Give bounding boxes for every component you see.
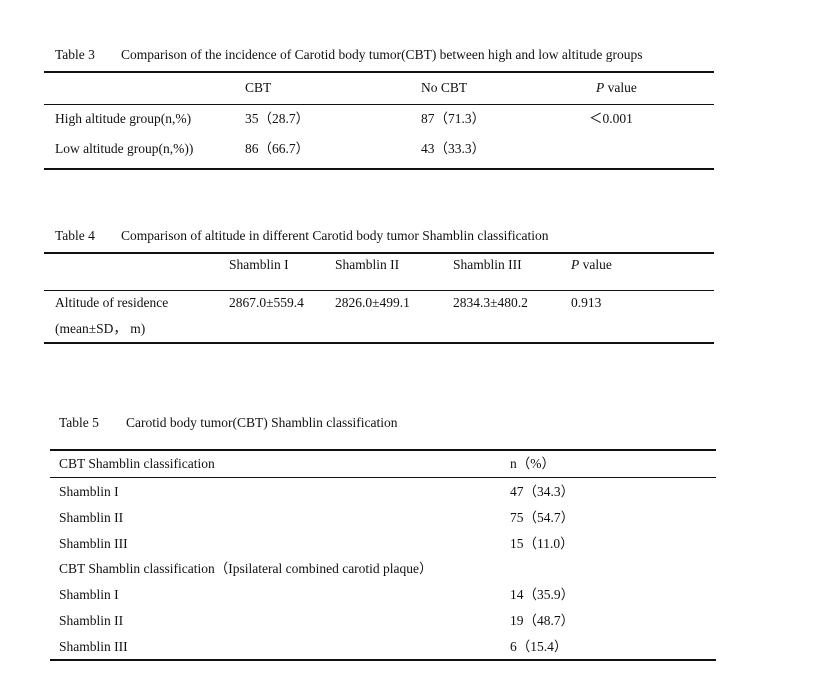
rule [44, 290, 714, 291]
header-cell: CBT [245, 80, 272, 95]
cell: 14（35.9） [510, 587, 575, 602]
table-label: Table 3 [55, 47, 95, 62]
cell: 86（66.7） [245, 141, 310, 156]
table-title: Carotid body tumor(CBT) Shamblin classif… [126, 415, 398, 430]
header-cell: Shamblin II [335, 257, 400, 272]
table-label: Table 4 [55, 228, 95, 243]
header-cell: P value [571, 257, 612, 272]
table-title: Comparison of the incidence of Carotid b… [121, 47, 643, 62]
row-label: Shamblin II [59, 510, 124, 525]
table-label: Table 5 [59, 415, 99, 430]
cell: 2826.0±499.1 [335, 295, 410, 310]
cell: 47（34.3） [510, 484, 575, 499]
cell: 6（15.4） [510, 639, 568, 654]
cell: 87（71.3） [421, 111, 486, 126]
cell: 15（11.0） [510, 536, 574, 551]
rule [50, 477, 716, 478]
header-cell: P value [596, 80, 637, 95]
rule [50, 449, 716, 451]
row-label: Altitude of residence [55, 295, 169, 310]
rule [44, 252, 714, 254]
table-title: Comparison of altitude in different Caro… [121, 228, 549, 243]
header-cell: CBT Shamblin classification [59, 456, 215, 471]
rule [50, 659, 716, 661]
row-label: Shamblin III [59, 639, 128, 654]
row-label: High altitude group(n,%) [55, 111, 192, 126]
cell: ＜0.001 [589, 111, 633, 126]
header-cell: No CBT [421, 80, 468, 95]
cell: 2834.3±480.2 [453, 295, 528, 310]
row-label: Shamblin II [59, 613, 124, 628]
header-cell: n（%） [510, 456, 555, 471]
cell: 75（54.7） [510, 510, 575, 525]
rule [44, 71, 714, 73]
row-label: (mean±SD， m) [55, 321, 146, 336]
row-label: Shamblin I [59, 587, 119, 602]
row-label: Shamblin III [59, 536, 128, 551]
row-label: CBT Shamblin classification（Ipsilateral … [59, 561, 433, 576]
header-cell: Shamblin III [453, 257, 522, 272]
rule [44, 342, 714, 344]
row-label: Low altitude group(n,%)) [55, 141, 194, 156]
cell: 35（28.7） [245, 111, 310, 126]
header-cell: Shamblin I [229, 257, 289, 272]
row-label: Shamblin I [59, 484, 119, 499]
cell: 0.913 [571, 295, 602, 310]
cell: 2867.0±559.4 [229, 295, 304, 310]
rule [44, 168, 714, 170]
cell: 19（48.7） [510, 613, 575, 628]
rule [44, 104, 714, 105]
cell: 43（33.3） [421, 141, 486, 156]
